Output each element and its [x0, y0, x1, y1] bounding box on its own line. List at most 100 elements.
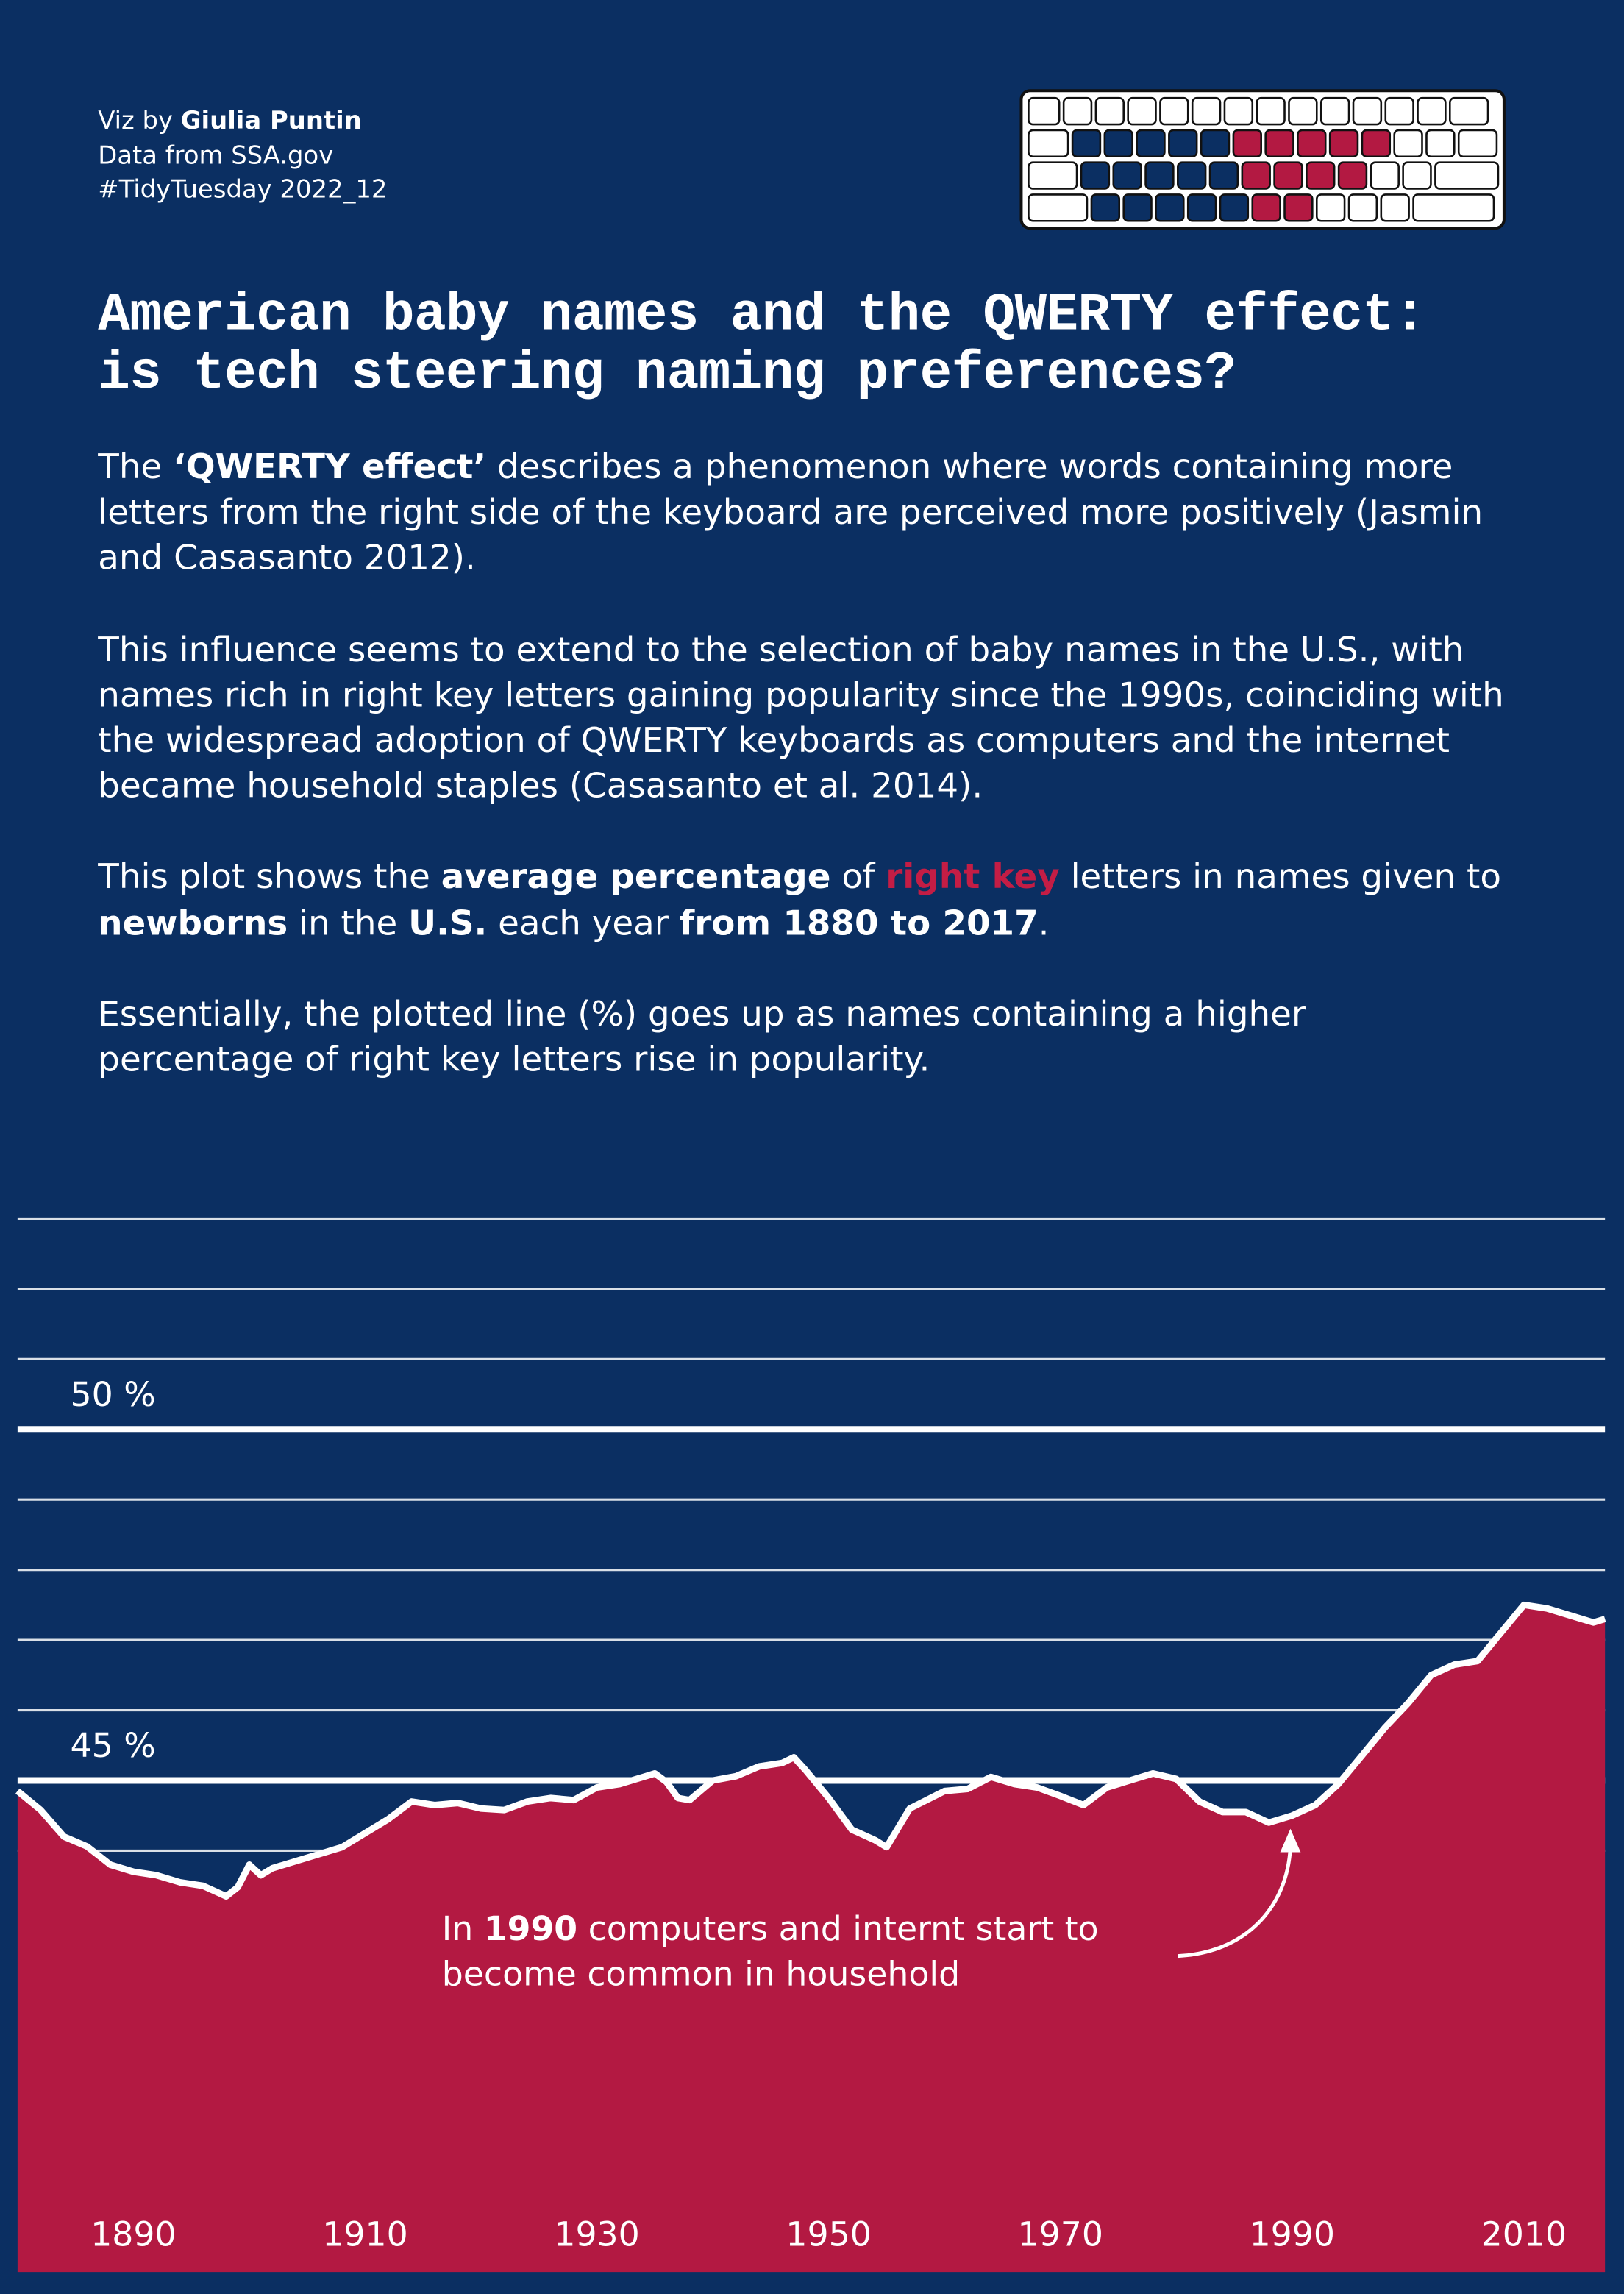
key: [1320, 96, 1350, 126]
y-tick-label: 45 %: [70, 1726, 155, 1765]
key: [1155, 193, 1185, 222]
key: [1080, 161, 1111, 190]
text-bold: from 1880 to 2017: [679, 902, 1039, 943]
key: [1352, 96, 1383, 126]
annotation-line: In 1990 computers and internt start to: [442, 1908, 1099, 1953]
key: [1136, 129, 1166, 158]
text: in the: [288, 902, 409, 943]
key: [1127, 96, 1157, 126]
credit-prefix: Viz by: [98, 107, 181, 136]
annotation-arrowhead: [1280, 1828, 1301, 1853]
key: [1028, 129, 1069, 158]
key: [1103, 129, 1133, 158]
key: [1328, 129, 1359, 158]
intro-paragraph: This influence seems to extend to the se…: [98, 627, 1510, 809]
key: [1283, 193, 1314, 222]
area: [17, 1605, 1606, 2273]
key: [1191, 96, 1222, 126]
key: [1071, 129, 1102, 158]
text-bold: ‘QWERTY effect’: [173, 446, 487, 488]
key: [1186, 193, 1217, 222]
credit-tag: #TidyTuesday 2022_12: [98, 175, 388, 205]
x-tick-label: 1990: [1250, 2215, 1335, 2254]
x-tick-label: 1890: [90, 2215, 176, 2254]
key: [1090, 193, 1121, 222]
key: [1219, 193, 1250, 222]
text: Essentially, the plotted line (%) goes u…: [98, 992, 1306, 1080]
key: [1361, 129, 1392, 158]
marks: [15, 1601, 1606, 2273]
text: This influence seems to extend to the se…: [98, 628, 1504, 807]
key: [1288, 96, 1318, 126]
intro-paragraph: The ‘QWERTY effect’ describes a phenomen…: [98, 445, 1510, 582]
key: [1232, 129, 1262, 158]
key: [1264, 129, 1294, 158]
text: letters in names given to: [1059, 856, 1501, 898]
key: [1241, 161, 1271, 190]
key: [1223, 96, 1254, 126]
key: [1315, 193, 1346, 222]
text: The: [98, 446, 174, 488]
key: [1306, 161, 1336, 190]
key: [1177, 161, 1207, 190]
key: [1412, 193, 1495, 222]
key: [1297, 129, 1327, 158]
intro-paragraph: This plot shows the average percentage o…: [98, 855, 1510, 946]
credit-source: Data from SSA.gov: [98, 141, 334, 171]
key: [1028, 161, 1078, 190]
key: [1273, 161, 1303, 190]
key: [1251, 193, 1281, 222]
annotation-line: become common in household: [441, 1956, 961, 1995]
text-bold: average percentage: [441, 856, 831, 898]
labels: 45 % 50 % 1890 1910 1930 1950 1970 1990 2010: [70, 1375, 1567, 2254]
key: [1457, 129, 1498, 158]
annotation-bold: 1990: [483, 1910, 578, 1949]
x-tick-label: 1930: [554, 2215, 639, 2254]
key: [1384, 96, 1414, 126]
key: [1094, 96, 1125, 126]
text: describes a phenomenon where words conta…: [98, 446, 1484, 579]
chart-title: American baby names and the QWERTY effec…: [98, 285, 1426, 404]
key: [1347, 193, 1378, 222]
key: [1380, 193, 1410, 222]
key: [1062, 96, 1093, 126]
text: of: [830, 856, 886, 898]
key: [1144, 161, 1175, 190]
annotation-text: In: [441, 1910, 484, 1949]
key: [1028, 96, 1061, 126]
line: [15, 1601, 1606, 1900]
key: [1370, 161, 1400, 190]
key: [1449, 96, 1489, 126]
x-tick-label: 2010: [1481, 2215, 1567, 2254]
key: [1200, 129, 1231, 158]
key: [1393, 129, 1423, 158]
annotation: In 1990 computers and internt start to b…: [442, 1908, 1099, 1998]
key: [1168, 129, 1198, 158]
text: .: [1038, 902, 1050, 943]
text: each year: [487, 902, 680, 943]
credit-name: Giulia Puntin: [180, 107, 362, 136]
key: [1417, 96, 1447, 126]
x-tick-label: 1970: [1018, 2215, 1103, 2254]
text-highlight: right key: [886, 856, 1060, 898]
x-tick-label: 1910: [322, 2215, 407, 2254]
text: This plot shows the: [98, 856, 441, 898]
key: [1434, 161, 1500, 190]
intro-paragraph: Essentially, the plotted line (%) goes u…: [98, 992, 1510, 1083]
credits: Viz by Giulia Puntin Data from SSA.gov #…: [98, 105, 387, 208]
text-bold: U.S.: [408, 902, 488, 943]
credit-author: Viz by Giulia Puntin: [98, 105, 387, 140]
key: [1028, 193, 1089, 222]
key: [1425, 129, 1456, 158]
key: [1122, 193, 1153, 222]
key: [1208, 161, 1239, 190]
annotation-arrow: [1178, 1846, 1292, 1959]
key: [1112, 161, 1142, 190]
key: [1256, 96, 1286, 126]
intro: The ‘QWERTY effect’ describes a phenomen…: [98, 445, 1510, 1129]
y-tick-label: 50 %: [70, 1375, 155, 1414]
text-bold: newborns: [98, 902, 288, 943]
